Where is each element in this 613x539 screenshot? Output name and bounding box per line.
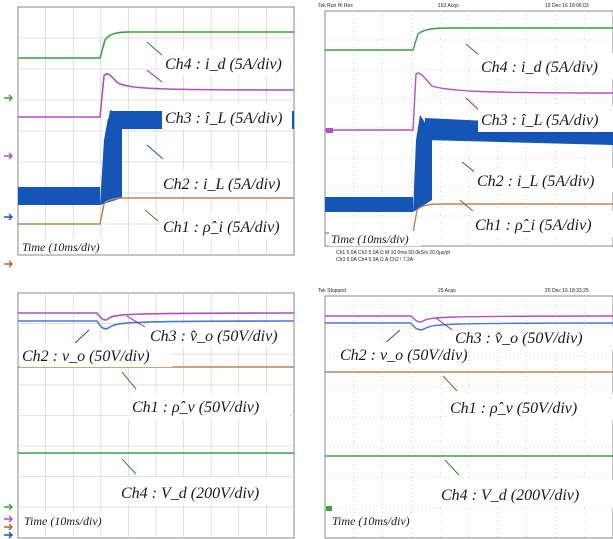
trace-ch3	[18, 312, 295, 321]
time-axis-label: Time (10ms/div)	[332, 514, 410, 528]
trace-ch3	[325, 72, 613, 131]
time-axis-label: Time (10ms/div)	[331, 232, 409, 246]
label-ch4: Ch4 : V_d (200V/div)	[121, 485, 259, 502]
trace-ch2-spike	[104, 110, 118, 148]
label-ch2: Ch2 : i_L (5A/div)	[163, 176, 280, 193]
time-axis-label: Time (10ms/div)	[22, 240, 100, 254]
panel-top-left: Ch4 : i_d (5A/div) Ch3 : î_L (5A/div) Ch…	[4, 6, 295, 268]
label-ch3: Ch3 : î_L (5A/div)	[481, 112, 598, 129]
label-ch3: Ch3 : î_L (5A/div)	[165, 110, 282, 127]
label-pointers	[74, 315, 146, 475]
label-ch1: Ch1 : ρ̂_i (5A/div)	[163, 219, 280, 236]
scope-header-left: Tek Run Hi Res	[318, 3, 353, 9]
label-ch3: Ch3 : v̂_o (50V/div)	[150, 328, 278, 345]
label-ch4: Ch4 : V_d (200V/div)	[441, 487, 579, 504]
trace-ch2-band	[18, 187, 100, 205]
label-ch3: Ch3 : v̂_o (50V/div)	[455, 330, 583, 347]
label-ch2: Ch2 : v_o (50V/div)	[340, 347, 468, 364]
trace-ch2-band	[325, 197, 413, 212]
trace-ch1	[325, 203, 613, 234]
trace-ch3	[18, 73, 295, 118]
label-pointers	[144, 41, 164, 222]
scope-header-right: 19 Dec 16 18:06:03	[545, 3, 589, 9]
label-ch1: Ch1 : ρ̂_v (50V/div)	[132, 399, 259, 416]
channel-markers	[4, 94, 13, 268]
label-ch2: Ch2 : v_o (50V/div)	[22, 348, 150, 365]
trace-ch3	[325, 315, 613, 323]
label-ch1: Ch1 : ρ̂_i (5A/div)	[475, 217, 592, 234]
time-axis-label: Time (10ms/div)	[24, 514, 102, 528]
label-ch2: Ch2 : i_L (5A/div)	[477, 173, 594, 190]
scope-footer-row2: Ch3 5.0A Ch4 5.0A Ω A Ch2 \ 7.2A	[336, 257, 414, 263]
label-ch1: Ch1 : ρ̂_v (50V/div)	[450, 400, 577, 417]
scope-footer-row1: Ch1 5.0A Ch2 5.0A Ω M 10.0ms 50.0kS/s 20…	[336, 250, 451, 256]
panel-bottom-right: Tek Stopped 29 Acqs 20 Dec 16 18:33:25	[318, 288, 613, 539]
label-ch4: Ch4 : i_d (5A/div)	[481, 59, 598, 76]
panel-bottom-left: Ch3 : v̂_o (50V/div) Ch2 : v_o (50V/div)…	[4, 292, 295, 539]
trace-ch2	[18, 320, 295, 330]
label-pointers	[459, 43, 481, 213]
scope-header-mid: 29 Acqs	[438, 288, 456, 294]
trace-ch2	[325, 322, 613, 331]
scope-header-right: 20 Dec 16 18:33:25	[545, 288, 589, 294]
trace-ch4	[325, 27, 613, 51]
trace-ch1	[18, 197, 294, 225]
label-ch4: Ch4 : i_d (5A/div)	[165, 56, 282, 73]
scope-header-mid: 163 Acqs	[438, 3, 459, 9]
label-pointers	[383, 317, 460, 476]
trace-ch4	[18, 31, 294, 59]
panel-top-right: Tek Run Hi Res 163 Acqs 19 Dec 16 18:06:…	[318, 3, 613, 263]
scope-header-left: Tek Stopped	[318, 288, 346, 294]
channel-markers	[4, 503, 13, 539]
